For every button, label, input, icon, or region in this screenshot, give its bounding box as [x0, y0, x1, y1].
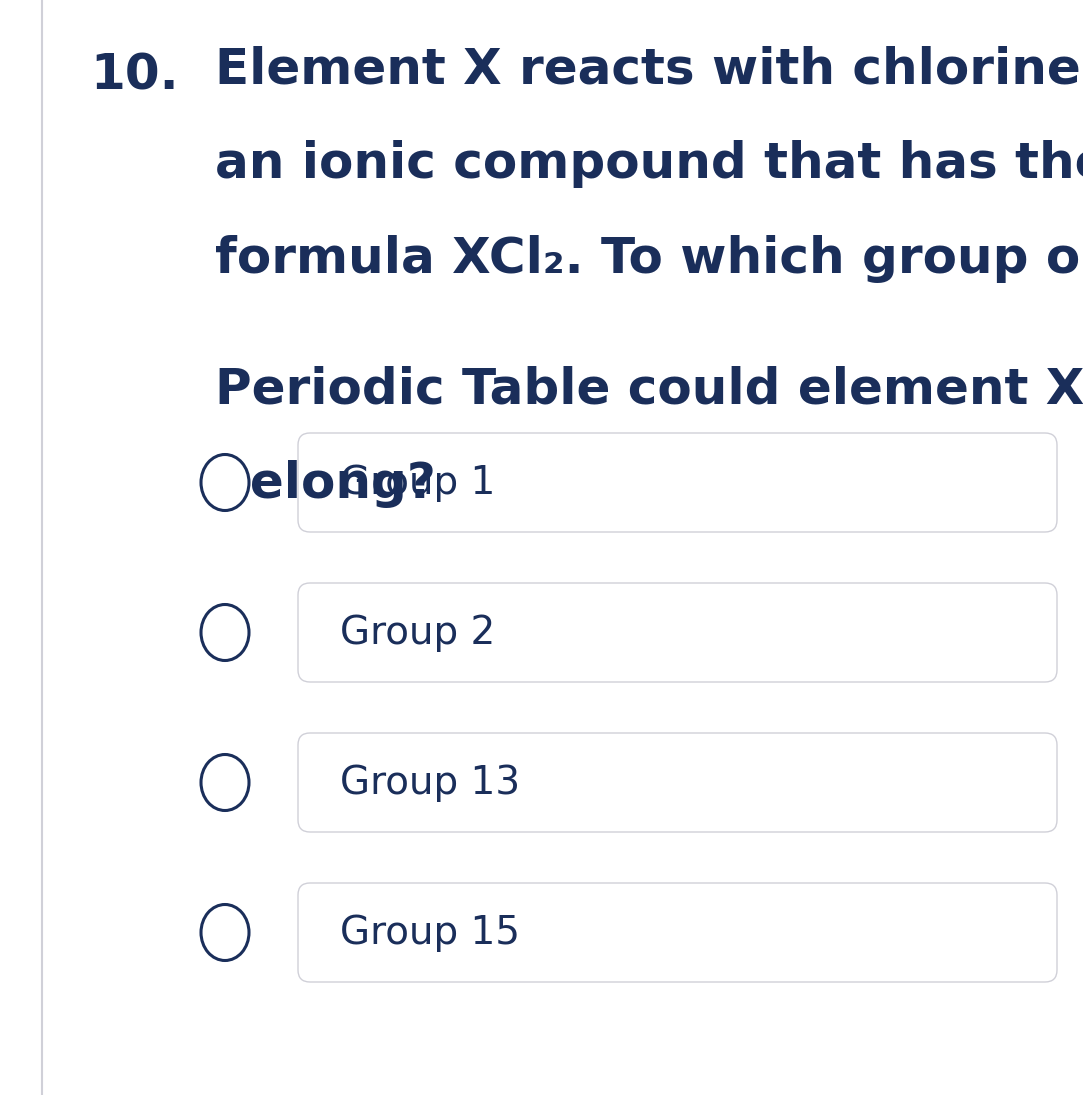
- Text: Periodic Table could element X: Periodic Table could element X: [216, 365, 1083, 413]
- FancyBboxPatch shape: [298, 583, 1057, 682]
- Ellipse shape: [201, 454, 249, 510]
- Ellipse shape: [201, 604, 249, 660]
- Text: an ionic compound that has the: an ionic compound that has the: [216, 140, 1083, 188]
- Ellipse shape: [201, 904, 249, 960]
- Text: Group 15: Group 15: [340, 913, 520, 952]
- Text: 10.: 10.: [90, 51, 179, 100]
- Text: formula XCl₂. To which group on the: formula XCl₂. To which group on the: [216, 235, 1083, 283]
- Text: Group 1: Group 1: [340, 463, 495, 502]
- FancyBboxPatch shape: [298, 433, 1057, 532]
- Text: Group 2: Group 2: [340, 613, 495, 652]
- FancyBboxPatch shape: [298, 883, 1057, 982]
- FancyBboxPatch shape: [298, 733, 1057, 832]
- Text: Group 13: Group 13: [340, 763, 520, 802]
- Ellipse shape: [201, 754, 249, 810]
- Text: belong?: belong?: [216, 460, 436, 508]
- Text: Element X reacts with chlorine to form: Element X reacts with chlorine to form: [216, 45, 1083, 93]
